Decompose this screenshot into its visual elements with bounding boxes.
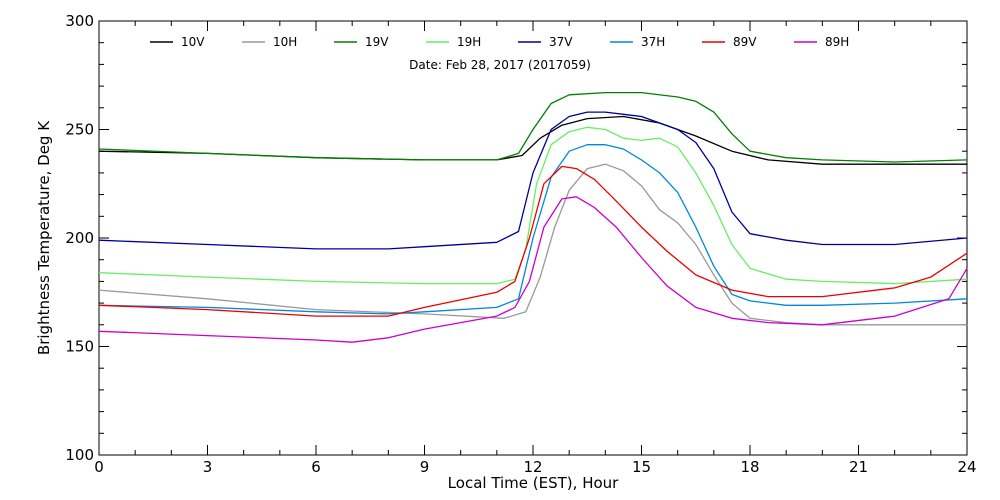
y-axis-title: Brightness Temperature, Deg K: [35, 120, 53, 355]
legend-label-10v: 10V: [181, 35, 205, 49]
y-tick-label: 200: [65, 229, 94, 247]
series-line-19h: [98, 126, 968, 285]
legend-label-89h: 89H: [825, 35, 849, 49]
x-tick-label: 3: [203, 458, 213, 476]
y-axis-ticks: 100 150 200 250 300: [65, 12, 967, 464]
x-tick-label: 0: [94, 458, 104, 476]
series-line-37v: [98, 111, 968, 250]
series-lines: [98, 91, 968, 343]
x-tick-label: 24: [957, 458, 976, 476]
y-tick-label: 150: [65, 338, 94, 356]
x-tick-label: 6: [311, 458, 321, 476]
series-line-89h: [98, 196, 968, 343]
legend-label-37v: 37V: [549, 35, 573, 49]
x-tick-label: 18: [740, 458, 759, 476]
x-tick-label: 12: [523, 458, 542, 476]
x-axis-title: Local Time (EST), Hour: [448, 474, 619, 492]
legend-label-37h: 37H: [641, 35, 665, 49]
series-line-19v: [98, 91, 968, 163]
y-tick-label: 250: [65, 121, 94, 139]
x-axis-ticks: 0 3 6 9 12 15 18 21 24: [94, 21, 977, 476]
legend-label-19v: 19V: [365, 35, 389, 49]
x-tick-label: 15: [632, 458, 651, 476]
legend-label-89v: 89V: [733, 35, 757, 49]
series-line-89v: [98, 165, 968, 317]
y-tick-label: 100: [65, 446, 94, 464]
legend-label-19h: 19H: [457, 35, 481, 49]
series-line-37h: [98, 144, 968, 315]
legend-label-10h: 10H: [273, 35, 297, 49]
y-tick-label: 300: [65, 12, 94, 30]
x-tick-label: 21: [849, 458, 868, 476]
x-tick-label: 9: [420, 458, 430, 476]
chart-subtitle: Date: Feb 28, 2017 (2017059): [409, 58, 591, 72]
series-line-10v: [98, 115, 967, 165]
series-line-10h: [98, 163, 967, 326]
legend: 10V 10H 19V 19H 37V 37H 89V 89H: [150, 35, 849, 49]
